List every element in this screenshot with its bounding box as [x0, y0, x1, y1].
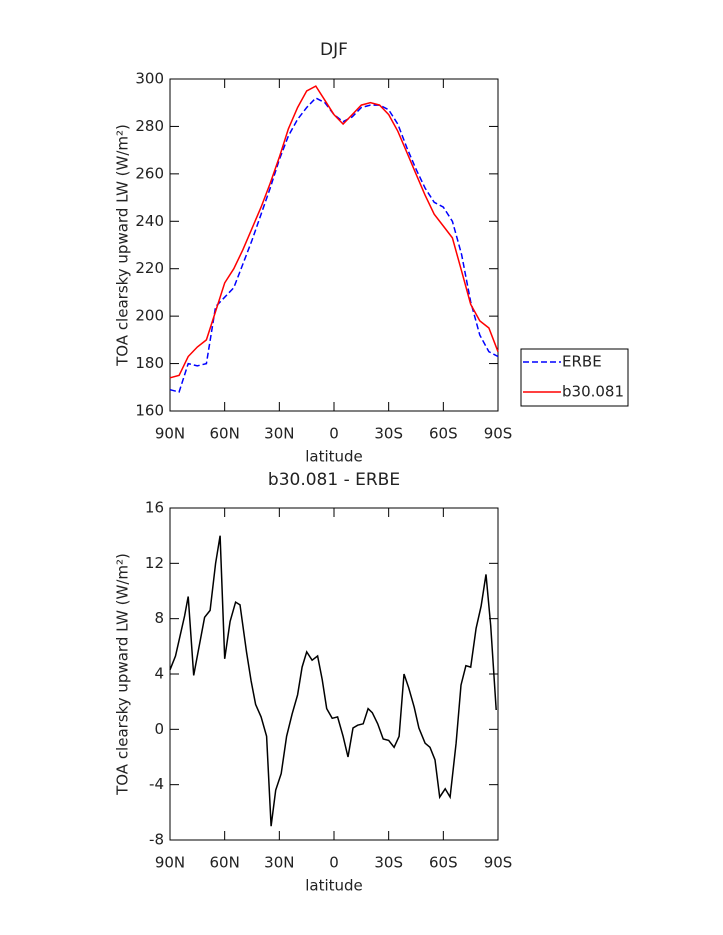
y-tick-label: 260: [135, 164, 164, 182]
x-tick-label: 30S: [374, 425, 403, 443]
x-tick-label: 0: [329, 425, 339, 443]
x-tick-label: 90N: [155, 854, 185, 872]
y-tick-label: 220: [135, 259, 164, 277]
chart-title: DJF: [320, 40, 348, 60]
y-tick-label: -8: [149, 831, 164, 849]
line-series: [169, 535, 497, 827]
y-tick-label: 160: [135, 402, 164, 420]
chart-title: b30.081 - ERBE: [268, 470, 400, 490]
y-tick-label: 280: [135, 117, 164, 135]
y-tick-label: 200: [135, 307, 164, 325]
x-tick-label: 0: [329, 854, 339, 872]
line-series: [169, 97, 499, 393]
y-tick-label: 8: [154, 609, 164, 627]
x-tick-label: 90S: [484, 854, 513, 872]
x-tick-label: 90N: [155, 425, 185, 443]
line-series: [169, 85, 499, 379]
legend-label: ERBE: [562, 353, 602, 371]
x-axis-label: latitude: [305, 877, 363, 895]
x-tick-label: 30S: [374, 854, 403, 872]
x-tick-label: 60S: [429, 854, 458, 872]
y-tick-label: -4: [149, 775, 164, 793]
y-tick-label: 180: [135, 354, 164, 372]
x-tick-label: 30N: [264, 425, 294, 443]
y-axis-label: TOA clearsky upward LW (W/m²): [114, 553, 132, 796]
x-tick-label: 60S: [429, 425, 458, 443]
legend-label: b30.081: [562, 383, 624, 401]
x-tick-label: 60N: [210, 425, 240, 443]
y-tick-label: 240: [135, 212, 164, 230]
plot-frame: [169, 78, 499, 412]
x-tick-label: 30N: [264, 854, 294, 872]
plot-frame: [169, 507, 499, 841]
x-axis-label: latitude: [305, 448, 363, 466]
y-tick-label: 0: [154, 720, 164, 738]
x-tick-label: 90S: [484, 425, 513, 443]
y-tick-label: 12: [145, 554, 164, 572]
y-tick-label: 300: [135, 70, 164, 88]
y-tick-label: 4: [154, 665, 164, 683]
x-tick-label: 60N: [210, 854, 240, 872]
y-axis-label: TOA clearsky upward LW (W/m²): [114, 124, 132, 367]
y-tick-label: 16: [145, 499, 164, 517]
legend-box: [520, 348, 629, 407]
